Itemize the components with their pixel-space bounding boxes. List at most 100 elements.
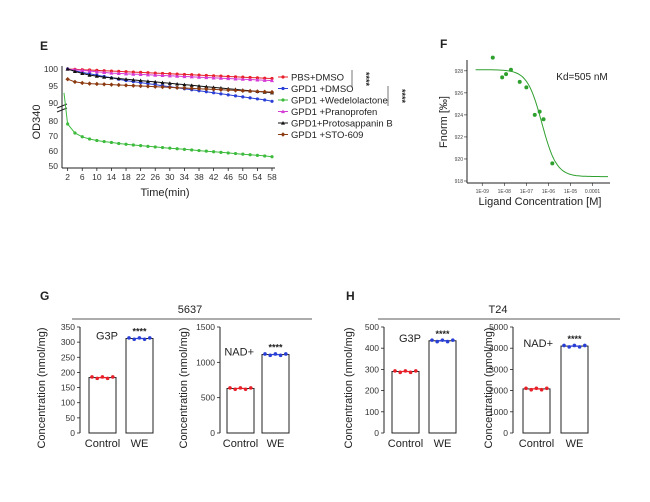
f-x-tick-label: 1E-06 [542,189,556,195]
e-data-point [101,82,107,87]
e-data-point [248,153,252,157]
bar-y-tick-label: 3000 [489,364,508,374]
bar-y-tick-label: 0 [374,428,379,438]
e-x-tick-label: 42 [209,172,219,182]
e-data-point [212,74,216,78]
bar-category-label: Control [519,438,554,450]
bar-category-label: WE [267,438,285,450]
panel-letter-g: G [40,289,49,303]
e-data-point [87,137,92,141]
e-legend-marker [280,132,286,137]
e-data-point [146,71,150,75]
e-data-point [116,82,121,88]
f-data-point [532,112,537,117]
e-x-tick-label: 50 [238,172,248,182]
e-data-point [182,147,187,151]
e-x-tick-label: 26 [150,172,160,182]
e-legend-label: GPD1+Protosappanin B [291,119,393,130]
e-legend-marker [281,121,285,125]
e-data-point [109,140,114,145]
e-data-point [87,81,92,86]
bar-category-label: Control [388,438,423,450]
bar-y-tick-label: 1500 [196,322,215,332]
bar-replicate-point [284,352,288,356]
e-data-point [87,69,92,73]
e-data-point [255,76,260,80]
e-data-point [270,76,274,81]
e-legend-label: GPD1 +Pranoprofen [291,107,377,118]
f-data-point [508,67,513,72]
bar-y-tick-label: 5000 [489,322,508,332]
f-x-axis-label: Ligand Concentration [M] [479,196,602,208]
e-data-point [153,84,158,89]
bar-y-tick-label: 0 [503,428,508,438]
bar-subtitle: NAD+ [224,347,254,359]
e-data-point [204,149,208,153]
bar-control [88,377,117,434]
bar-we [125,338,154,434]
bar-subtitle: G3P [96,331,118,343]
e-y-tick-label: 90 [49,98,59,108]
e-data-point [233,76,238,81]
e-data-point [255,77,260,82]
e-data-point [241,75,245,79]
e-data-point [109,71,114,75]
e-data-point [116,71,121,76]
bar-subtitle: G3P [399,333,421,345]
e-sig-stars-2: **** [397,89,407,104]
bar-we [261,354,290,434]
e-data-point [153,79,158,84]
e-data-point [182,82,187,87]
bar-y-tick-label: 2000 [489,386,508,396]
bar-y-tick-label: 250 [61,352,75,362]
bar-chart-H-G3P: 500 400 300 200 100 0 Concentration (nmol/mg) C… [343,322,457,450]
e-data-point [124,70,128,74]
bar-y-axis-label: Concentration (nmol/mg) [343,327,355,448]
e-data-point [65,67,70,71]
bar-replicate-point [393,369,397,373]
e-data-point [95,138,99,143]
bar-y-tick-label: 1000 [196,357,215,367]
e-data-point [167,85,173,90]
e-data-point [139,144,143,148]
bar-replicate-point [228,386,232,390]
e-data-point [204,86,209,92]
e-data-point [190,73,194,77]
e-data-point [255,153,260,157]
bar-y-tick-label: 100 [365,407,379,417]
e-x-tick-label: 2 [65,172,70,182]
e-data-point [117,141,121,146]
e-x-tick-label: 6 [80,172,85,182]
e-data-point [182,72,187,77]
e-x-tick-label: 54 [253,172,263,182]
e-data-point [270,155,274,159]
e-data-point [182,74,187,79]
e-y-tick-label: 80 [49,116,59,126]
bar-y-tick-label: 150 [61,383,75,393]
e-legend-label: GPD1 +DMSO [291,84,354,95]
e-data-point [131,143,135,147]
e-data-point [270,78,274,83]
bar-y-tick-label: 300 [365,364,379,374]
f-y-axis-label: Fnorm [‰] [438,96,450,148]
e-data-point [94,69,99,74]
f-data-point [500,75,505,80]
bar-replicate-point [90,375,94,379]
e-data-point [189,83,194,87]
bar-y-tick-label: 0 [210,428,215,438]
e-legend-marker [281,75,285,79]
panel-e-line-chart: OD340 Time(min) 2 6 10 14 18 22 26 30 34 38 42 46 50… [31,64,407,199]
e-data-point [160,71,165,76]
bar-chart-G-NAD: 1500 1000 500 0 Concentration (nmol/mg) Contr… [178,322,290,450]
e-data-point [270,99,274,103]
bar-replicate-point [430,338,434,342]
e-data-point [204,73,208,78]
e-data-point [241,95,245,99]
g-group-title: 5637 [178,304,202,316]
e-data-point [124,71,129,76]
e-data-point [182,85,187,91]
e-data-point [240,88,246,93]
e-y-axis-label: OD340 [31,105,43,140]
e-data-point [197,75,202,79]
f-data-point [537,109,542,114]
